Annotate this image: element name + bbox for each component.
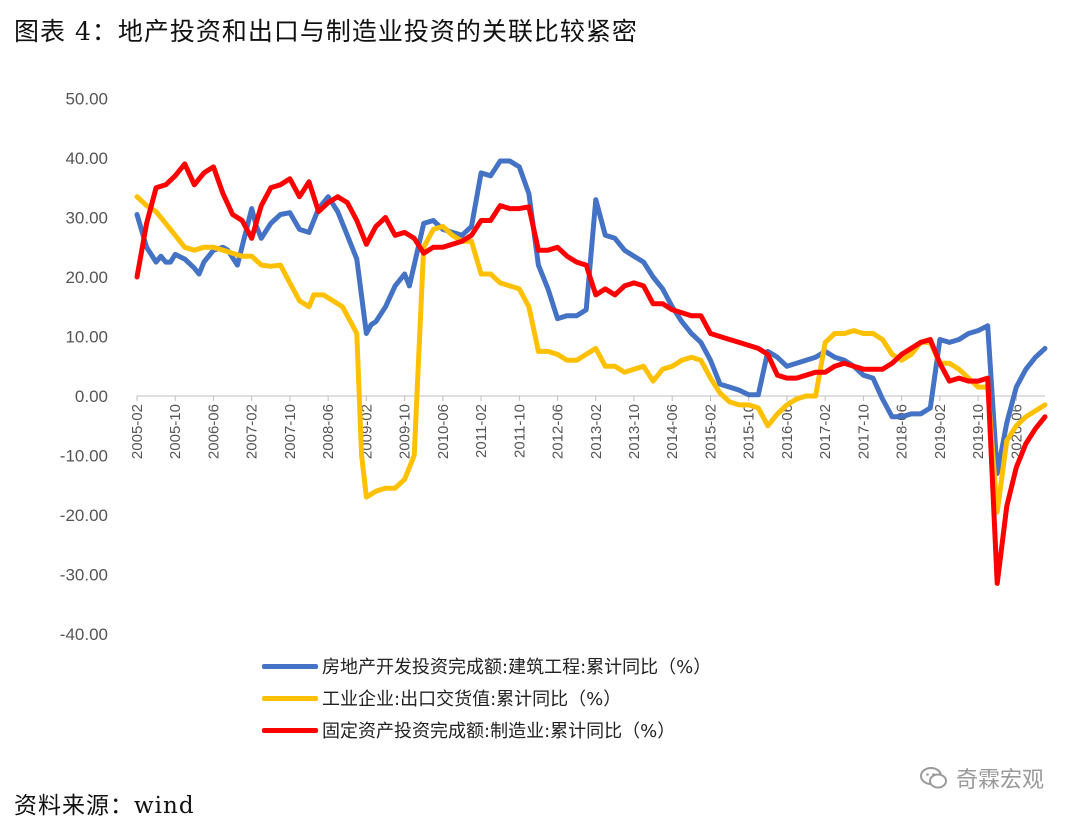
x-tick-label: 2016-06	[779, 404, 796, 459]
legend-swatch	[262, 695, 318, 701]
series-lines	[134, 158, 1048, 586]
y-tick-label: 40.00	[65, 149, 108, 168]
x-tick-label: 2005-02	[129, 404, 146, 459]
legend-swatch	[262, 727, 318, 733]
x-tick-label: 2019-02	[932, 404, 949, 459]
x-tick-label: 2013-02	[588, 404, 605, 459]
x-tick-label: 2014-06	[664, 404, 681, 459]
x-tick-label: 2008-06	[320, 404, 337, 459]
x-tick-label: 2011-02	[473, 404, 490, 458]
y-axis: 50.00 40.00 30.00 20.00 10.00 0.00 -10.00 -20.0…	[60, 90, 108, 645]
watermark: 奇霖宏观	[919, 762, 1044, 794]
y-tick-label: 30.00	[65, 209, 108, 228]
x-tick-label: 2017-02	[817, 404, 834, 459]
legend-item: 固定资产投资完成额:制造业:累计同比（%）	[262, 714, 711, 746]
legend-label: 工业企业:出口交货值:累计同比（%）	[322, 689, 622, 710]
line-chart: 50.00 40.00 30.00 20.00 10.00 0.00 -10.00 -20.0…	[60, 90, 1048, 645]
legend-swatch	[262, 663, 318, 669]
legend-item: 工业企业:出口交货值:累计同比（%）	[262, 682, 711, 714]
x-tick-label: 2005-10	[167, 404, 184, 459]
x-tick-label: 2007-02	[244, 404, 261, 459]
y-tick-label: -40.00	[60, 625, 108, 644]
x-tick-label: 2009-10	[397, 404, 414, 459]
x-tick-label: 2013-10	[626, 404, 643, 459]
y-tick-label: -30.00	[60, 566, 108, 585]
y-tick-label: 10.00	[65, 328, 108, 347]
y-tick-label: -20.00	[60, 506, 108, 525]
y-tick-label: -10.00	[60, 447, 108, 466]
series-line-2	[134, 161, 1048, 586]
y-tick-label: 0.00	[75, 387, 108, 406]
series-line-1	[134, 194, 1048, 515]
x-tick-label: 2012-06	[550, 404, 567, 459]
chart-legend: 房地产开发投资完成额:建筑工程:累计同比（%） 工业企业:出口交货值:累计同比（%…	[262, 650, 711, 746]
wechat-icon	[919, 767, 947, 789]
watermark-text: 奇霖宏观	[955, 768, 1044, 793]
legend-label: 房地产开发投资完成额:建筑工程:累计同比（%）	[322, 657, 712, 678]
chart-title: 图表 4：地产投资和出口与制造业投资的关联比较紧密	[14, 17, 638, 46]
legend-item: 房地产开发投资完成额:建筑工程:累计同比（%）	[262, 650, 711, 682]
x-tick-label: 2007-10	[282, 404, 299, 459]
source-note: 资料来源：wind	[14, 793, 195, 819]
x-axis: 2005-02 2005-10 2006-06 2007-02 2007-10 2008-…	[129, 395, 1045, 459]
x-tick-label: 2011-10	[511, 404, 528, 458]
x-tick-label: 2015-10	[741, 404, 758, 459]
x-tick-label: 2020-06	[1008, 404, 1025, 459]
y-tick-label: 50.00	[65, 90, 108, 109]
x-tick-label: 2017-10	[855, 404, 872, 459]
series-line-0	[134, 158, 1048, 476]
y-tick-label: 20.00	[65, 268, 108, 287]
x-tick-label: 2010-06	[435, 404, 452, 459]
x-tick-label: 2019-10	[970, 404, 987, 459]
x-tick-label: 2006-06	[205, 404, 222, 459]
x-tick-label: 2015-02	[702, 404, 719, 459]
legend-label: 固定资产投资完成额:制造业:累计同比（%）	[322, 721, 676, 742]
